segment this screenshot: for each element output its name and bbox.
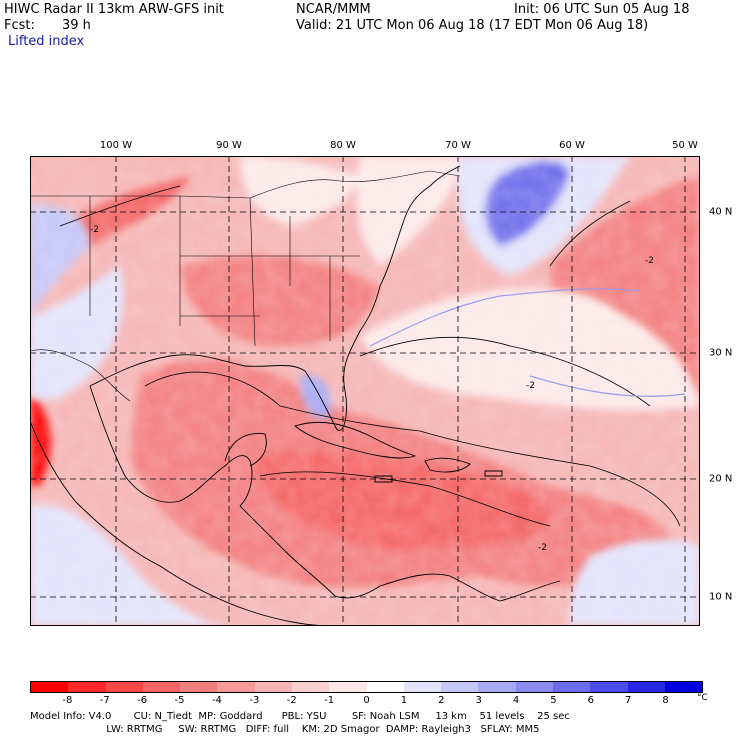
coastline-cuba — [294, 421, 417, 459]
color-scale-segment — [515, 682, 553, 692]
coastline-gulf — [89, 165, 461, 431]
contour-line-2 — [259, 471, 551, 527]
color-scale-tick-label: 6 — [587, 695, 595, 706]
lon-label-100w: 100 W — [99, 140, 133, 151]
coastline-hispaniola — [424, 457, 471, 473]
color-scale-tick-label: 7 — [625, 695, 632, 706]
color-scale-tick-label: 4 — [512, 695, 520, 706]
color-scale-tick-label: -5 — [174, 695, 185, 706]
model-info-line-2: LW: RRTMG SW: RRTMG DIFF: full KM: 2D Sm… — [30, 724, 540, 735]
color-scale-segment — [217, 682, 255, 692]
lon-label-70w: 70 W — [445, 140, 471, 151]
contour-line-3 — [359, 336, 651, 407]
contour-line-shallow-2 — [529, 375, 686, 397]
contour-line-5 — [59, 185, 181, 227]
forecast-label: Fcst: — [4, 18, 35, 33]
color-scale-tick-label: 3 — [475, 695, 482, 706]
lat-label-20n: 20 N — [709, 473, 733, 485]
color-scale-segment — [31, 682, 69, 692]
color-scale-segment — [590, 682, 628, 692]
coastline-puerto-rico — [484, 470, 503, 477]
field-texture — [30, 156, 700, 626]
lon-label-60w: 60 W — [559, 140, 585, 151]
lat-label-30n: 30 N — [709, 347, 733, 359]
coastline-central-america — [239, 505, 561, 602]
color-scale-tick-label: -3 — [249, 695, 260, 706]
contour-label-4: -2 — [90, 225, 99, 235]
color-scale-tick-label: 2 — [438, 695, 445, 706]
coastline-yucatan — [224, 433, 267, 467]
color-scale-segment — [664, 682, 703, 692]
lifted-index-map: -2 -2 -2 -2 — [30, 156, 700, 626]
lat-label-10n: 10 N — [709, 591, 733, 603]
forecast-hour: 39 h — [62, 18, 91, 33]
coastline-jamaica — [374, 475, 393, 483]
contour-line-1 — [144, 371, 681, 527]
color-scale-segment — [627, 682, 665, 692]
lon-label-50w: 50 W — [672, 140, 698, 151]
color-scale-segment — [329, 682, 367, 692]
color-scale-segment — [291, 682, 330, 692]
color-scale-segment — [180, 682, 218, 692]
color-scale-bar — [30, 681, 703, 693]
map-border — [30, 156, 700, 626]
color-scale-tick-label: -1 — [324, 695, 335, 706]
border-us-mexico — [30, 349, 131, 402]
color-scale-segment — [254, 682, 292, 692]
contour-line-4 — [549, 200, 631, 267]
init-time: Init: 06 UTC Sun 05 Aug 18 — [514, 2, 690, 17]
color-scale-segment — [403, 682, 442, 692]
color-scale-tick-label: -4 — [211, 695, 222, 706]
contour-line-shallow-1 — [369, 288, 641, 347]
color-scale-segment — [366, 682, 404, 692]
color-scale-tick-label: 5 — [550, 695, 557, 706]
color-scale-segment — [105, 682, 143, 692]
color-scale-segment — [478, 682, 516, 692]
lon-label-80w: 80 W — [330, 140, 356, 151]
color-scale-segment — [552, 682, 591, 692]
color-scale-tick-label: -7 — [99, 695, 110, 706]
color-scale-tick-label: -2 — [286, 695, 297, 706]
contour-label-3: -2 — [538, 543, 547, 553]
contour-label-2: -2 — [526, 381, 535, 391]
color-scale-segment — [142, 682, 181, 692]
unit-label: °C — [697, 693, 708, 703]
model-title: HIWC Radar II 13km ARW-GFS init — [4, 2, 224, 17]
model-info-line-1: Model Info: V4.0 CU: N_Tiedt MP: Goddard… — [30, 711, 570, 722]
organization: NCAR/MMM — [296, 2, 371, 17]
color-scale-tick-label: -6 — [137, 695, 148, 706]
lat-label-40n: 40 N — [709, 206, 733, 218]
color-scale-tick-label: 0 — [363, 695, 370, 706]
field-name: Lifted index — [8, 34, 85, 49]
coastline-mexico-west — [30, 420, 331, 626]
color-scale-tick-label: 8 — [662, 695, 669, 706]
color-scale-tick-label: -8 — [62, 695, 73, 706]
color-scale-segment — [441, 682, 479, 692]
valid-time: Valid: 21 UTC Mon 06 Aug 18 (17 EDT Mon … — [296, 18, 649, 33]
color-scale-tick-label: 1 — [400, 695, 408, 706]
border-states-1 — [89, 196, 360, 347]
border-us-canada — [30, 170, 461, 199]
lon-label-90w: 90 W — [216, 140, 242, 151]
contour-label-1: -2 — [645, 256, 654, 266]
color-scale-segment — [68, 682, 106, 692]
